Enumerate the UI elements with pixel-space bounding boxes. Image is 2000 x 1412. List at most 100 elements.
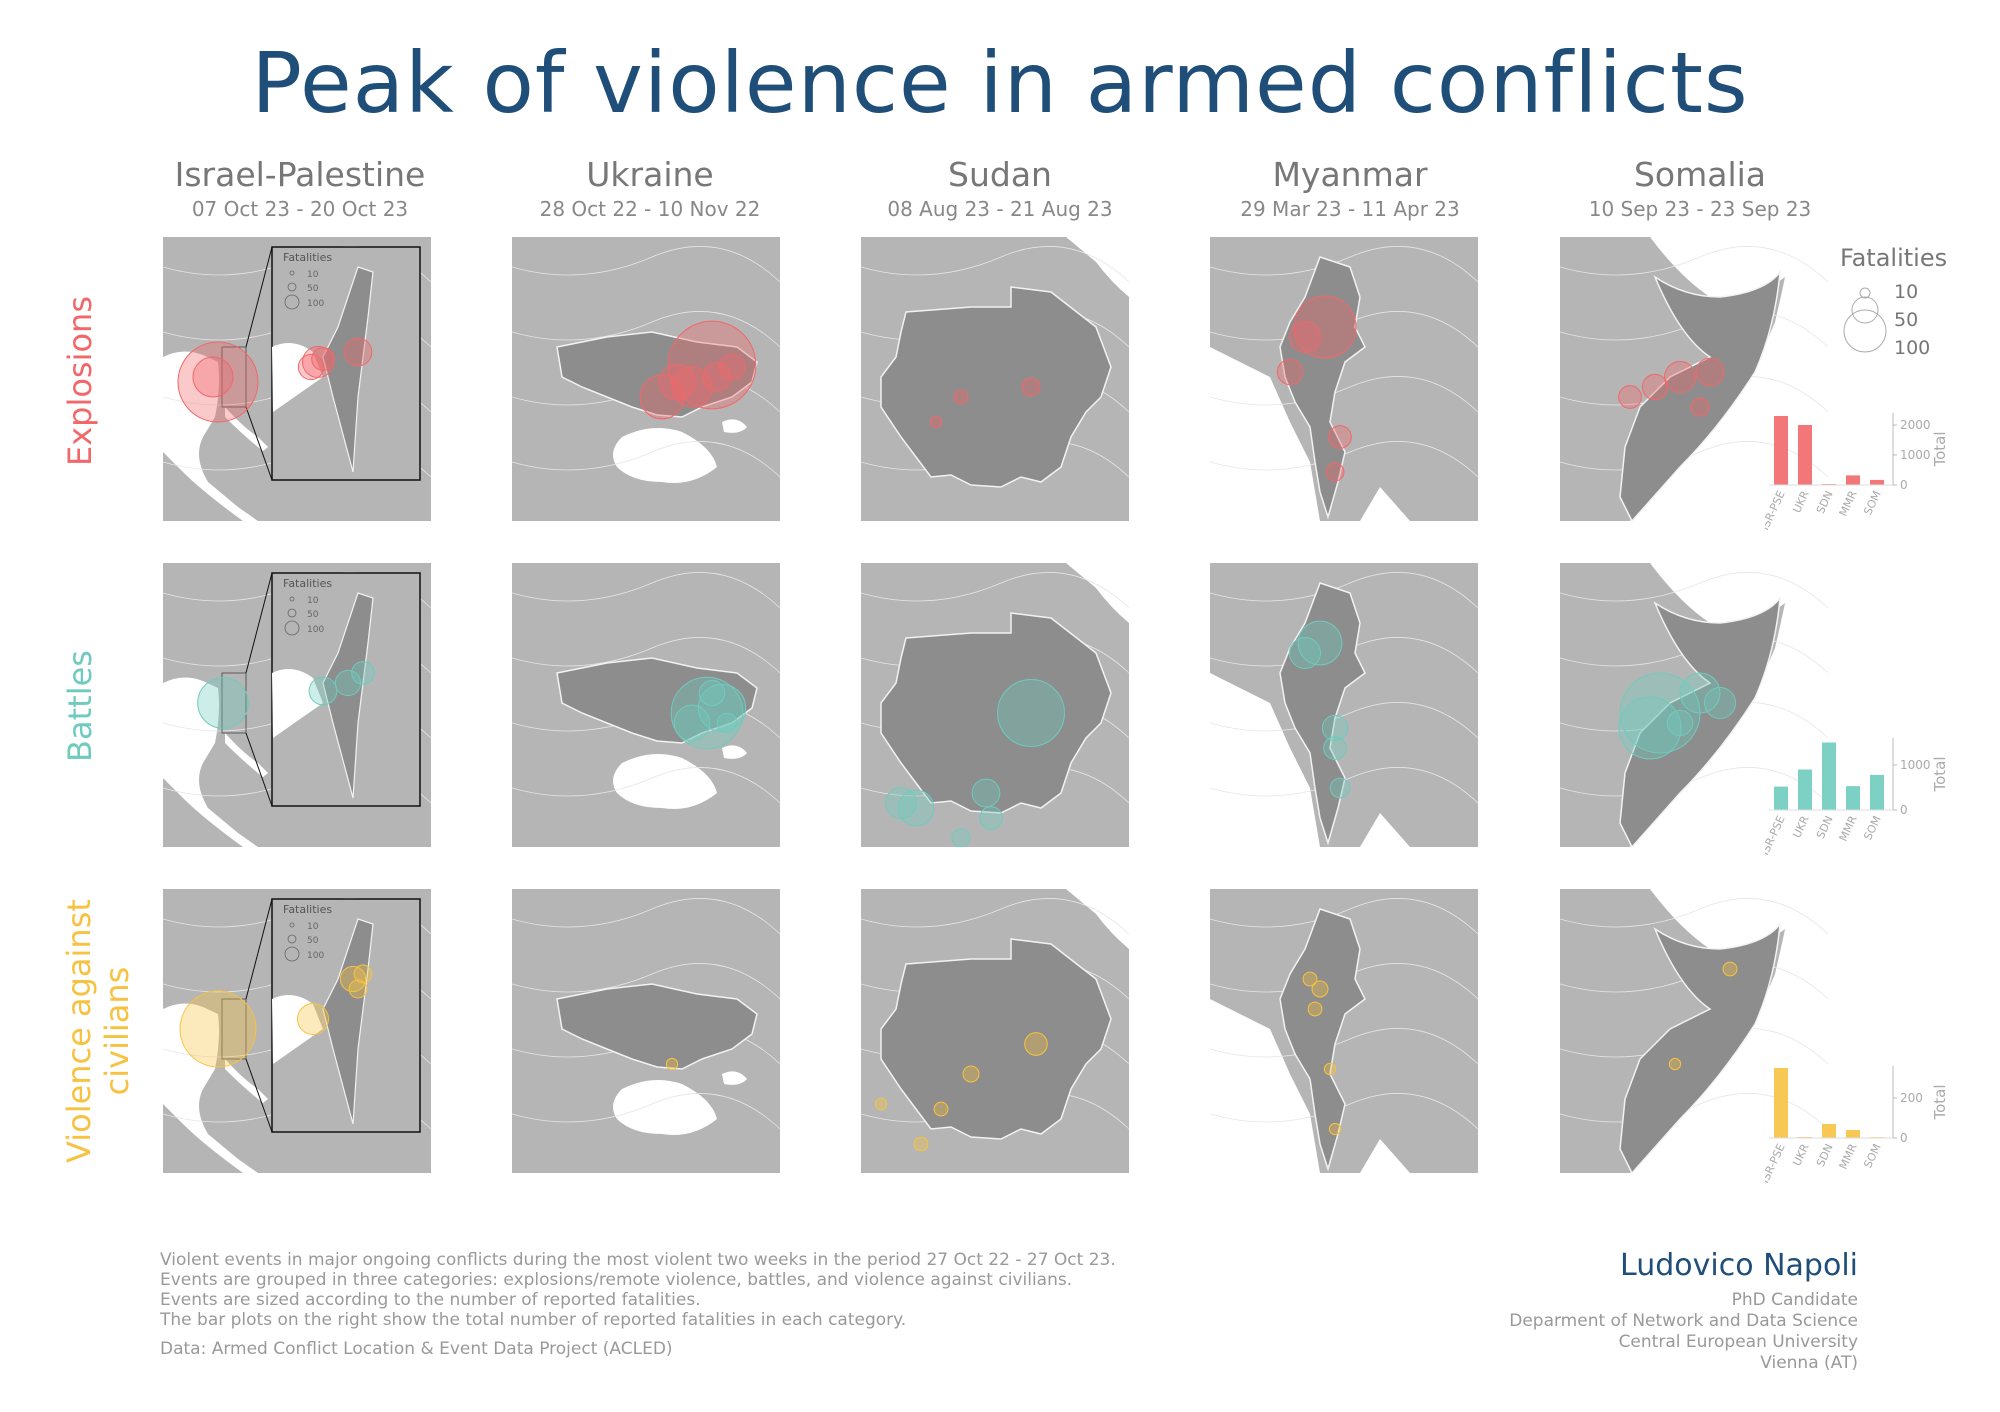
sea (1210, 347, 1320, 521)
map-myanmar-battles (1210, 563, 1478, 847)
zoom-region (221, 672, 247, 734)
bar (1774, 786, 1788, 810)
event-bubble (874, 1097, 888, 1111)
event-bubble (1289, 321, 1321, 353)
inset-legend-label: 100 (307, 951, 324, 961)
event-bubble (297, 1003, 329, 1035)
column-header-israel-palestine: Israel-Palestine 07 Oct 23 - 20 Oct 23 (150, 155, 450, 223)
event-bubble (953, 389, 969, 405)
event-bubble (639, 374, 685, 420)
neighbor-border (1210, 1028, 1478, 1065)
legend-circle-50 (1851, 296, 1879, 324)
zoom-connector (245, 1058, 273, 1133)
inset-map: Fatalities 10 50 100 (221, 246, 421, 481)
map-canvas (512, 889, 780, 1173)
event-bubble (1325, 462, 1345, 482)
event-bubble (348, 979, 368, 999)
event-bubble (308, 676, 338, 706)
legend-circle-10 (1859, 287, 1871, 299)
bar-category-label: UKR (1790, 488, 1812, 515)
inset-legend-circle (287, 934, 297, 944)
sea (1066, 889, 1129, 949)
event-bubble (1021, 377, 1041, 397)
sea (1630, 563, 1828, 847)
event-bubble (962, 1065, 980, 1083)
neighbor-border (1560, 246, 1828, 283)
row-label-line2: civilians (98, 966, 136, 1096)
neighbor-border (1560, 898, 1828, 935)
neighbor-border (861, 572, 1129, 609)
event-bubble (1618, 385, 1642, 409)
neighbor-border (512, 311, 780, 348)
map-canvas: Fatalities 10 50 100 (163, 237, 431, 521)
map-canvas (512, 563, 780, 847)
inset-legend-label: 50 (307, 284, 319, 294)
bar-category-label: MMR (1837, 813, 1860, 843)
y-tick-label: 0 (1900, 1131, 1908, 1145)
bar-category-label: MMR (1837, 1141, 1860, 1171)
zoom-region (221, 346, 247, 408)
country-shape (1619, 921, 1781, 1173)
column-header-somalia: Somalia 10 Sep 23 - 23 Sep 23 (1550, 155, 1850, 223)
sea (1066, 237, 1129, 297)
bar (1846, 475, 1860, 485)
event-bubble (1293, 295, 1357, 359)
map-ukraine-battles (512, 563, 780, 847)
event-bubble (192, 356, 234, 398)
zoom-region (221, 998, 247, 1060)
neighbor-border (1210, 767, 1478, 804)
barplot-explosions: ISR-PSE UKR SDN MMR SOM 0 1000 2000 Total (1758, 405, 1955, 555)
neighbor-border (512, 637, 780, 674)
column-header-ukraine: Ukraine 28 Oct 22 - 10 Nov 22 (500, 155, 800, 223)
event-bubble (339, 965, 367, 993)
map-canvas (1560, 563, 1828, 847)
column-name: Israel-Palestine (174, 155, 426, 194)
map-canvas (861, 563, 1129, 847)
map-canvas (1210, 889, 1478, 1173)
zoom-connector (245, 572, 273, 674)
bar (1870, 774, 1884, 810)
country-shape (556, 657, 758, 744)
event-bubble (343, 337, 373, 367)
footer-note: Events are grouped in three categories: … (160, 1270, 1073, 1290)
event-bubble (297, 353, 325, 381)
y-tick-label: 0 (1900, 803, 1908, 817)
event-bubble (1323, 736, 1347, 760)
inset-legend-circle (284, 294, 300, 310)
country-shape (556, 983, 758, 1070)
zoom-connector (245, 732, 273, 807)
event-bubble (1679, 672, 1721, 714)
sea (722, 419, 747, 433)
bar-category-label: SDN (1814, 489, 1836, 516)
country-shape (556, 331, 758, 418)
zoom-connector (245, 898, 273, 1000)
zoom-connector (245, 406, 273, 481)
legend-circles (1843, 287, 1887, 353)
neighbor-border (512, 898, 780, 935)
bar-category-label: ISR-PSE (1765, 1142, 1788, 1186)
map-canvas (861, 889, 1129, 1173)
country-shape (1279, 582, 1366, 846)
inset-legend-circle (289, 596, 295, 602)
map-israel-palestine-battles: Fatalities 10 50 100 (163, 563, 431, 847)
event-bubble (1289, 637, 1321, 669)
row-label-explosions: Explosions (61, 231, 99, 531)
event-bubble (1307, 1001, 1323, 1017)
event-bubble (698, 679, 726, 707)
country-shape (1279, 908, 1366, 1172)
event-bubble (334, 669, 362, 697)
neighbor-border (512, 572, 780, 609)
country-shape (880, 938, 1112, 1140)
legend-label-10: 10 (1894, 281, 1919, 303)
sea (163, 1003, 258, 1173)
page-title: Peak of violence in armed conflicts (251, 34, 1749, 132)
event-bubble (1328, 1122, 1342, 1136)
neighbor-border (1210, 246, 1478, 283)
event-bubble (1641, 373, 1669, 401)
author-line: Central European University (1618, 1332, 1858, 1352)
event-bubble (718, 353, 746, 381)
neighbor-border (1560, 1093, 1828, 1130)
event-bubble (1311, 980, 1329, 998)
map-canvas (1210, 563, 1478, 847)
